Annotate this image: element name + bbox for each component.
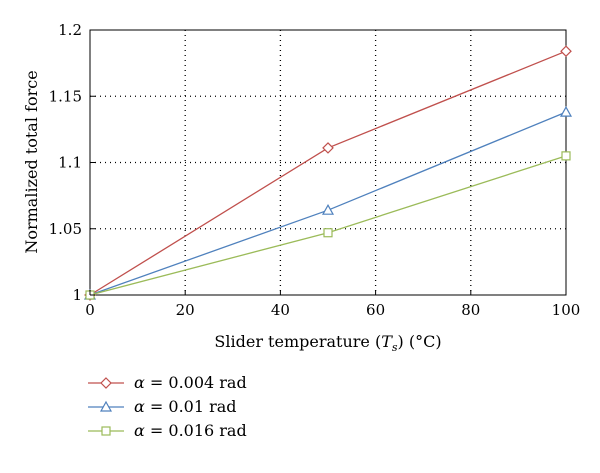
legend-marker: [99, 400, 113, 412]
legend-marker: [100, 377, 112, 389]
legend-marker: [101, 426, 111, 436]
x-tick-label: 60: [366, 301, 385, 319]
y-tick-label: 1.05: [49, 220, 82, 238]
y-tick-label: 1.2: [58, 21, 82, 39]
series-line: [89, 50, 567, 296]
legend-label: α = 0.01 rad: [134, 397, 237, 416]
x-tick-label: 0: [85, 301, 95, 319]
grid-lines: [90, 30, 566, 295]
legend: α = 0.004 rad α = 0.01 rad α = 0.016 rad: [88, 373, 247, 440]
data-point-marker: [559, 105, 573, 117]
x-tick-label: 80: [461, 301, 480, 319]
x-axis-label: Slider temperature (Ts) (°C): [214, 332, 441, 354]
x-tick-label: 40: [271, 301, 290, 319]
series-1: [84, 45, 572, 301]
y-tick-label: 1.15: [49, 87, 82, 105]
series-line: [89, 155, 567, 296]
data-point-marker: [560, 45, 572, 58]
legend-item: α = 0.01 rad: [88, 397, 237, 416]
tick-labels: 0 20 40 60 80 100 1 1.05 1.1 1.15 1.2: [49, 21, 581, 319]
plot-frame: [89, 29, 567, 296]
data-point-marker: [323, 228, 333, 238]
legend-item: α = 0.004 rad: [88, 373, 247, 392]
series-3: [85, 151, 571, 300]
legend-label: α = 0.016 rad: [134, 421, 247, 440]
y-tick-label: 1: [72, 286, 82, 304]
legend-label: α = 0.004 rad: [134, 373, 247, 392]
data-point-marker: [322, 142, 334, 154]
x-tick-label: 100: [552, 301, 581, 319]
data-point-marker: [321, 203, 335, 215]
series-2: [83, 105, 573, 300]
x-tick-label: 20: [176, 301, 195, 319]
y-axis-label: Normalized total force: [22, 70, 41, 253]
y-tick-label: 1.1: [58, 154, 82, 172]
series-layer: [83, 45, 573, 301]
series-line: [89, 111, 567, 296]
legend-item: α = 0.016 rad: [88, 421, 247, 440]
data-point-marker: [561, 151, 571, 161]
